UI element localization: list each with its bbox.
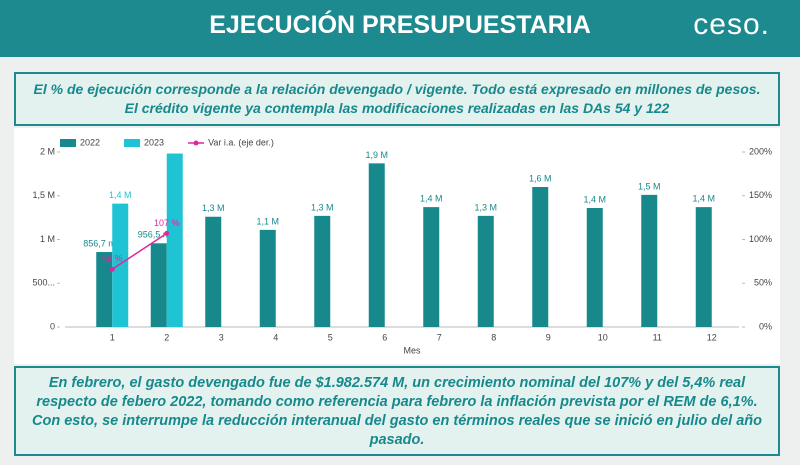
data-label: 66 % [102,254,123,264]
legend-swatch [193,140,199,146]
data-label: 1,4 M [420,194,443,204]
bar [96,252,113,327]
x-tick-label: 7 [437,332,442,342]
x-tick-label: 8 [491,332,496,342]
x-tick-label: 3 [219,332,224,342]
line [111,232,168,270]
bar [205,216,222,327]
bar [532,187,549,327]
x-tick-label: 6 [382,332,387,342]
y-tick-label: 0 [50,321,55,331]
bar [112,203,129,327]
logo: ceso. [693,8,770,41]
top-note: El % de ejecución corresponde a la relac… [14,72,780,126]
legend-label: 2023 [144,137,164,147]
header: EJECUCIÓN PRESUPUESTARIA ceso. [0,0,800,57]
y2-tick-label: 150% [749,190,772,200]
x-tick-label: 5 [328,332,333,342]
note-line: El % de ejecución corresponde a la relac… [33,81,761,97]
data-label: 1,4 M [583,194,606,204]
note-line: El crédito vigente ya contempla las modi… [124,100,670,116]
legend-label: Var i.a. (eje der.) [208,137,274,147]
y2-tick-label: 100% [749,234,772,244]
x-tick-label: 10 [598,332,608,342]
legend-swatch [124,139,141,147]
data-label: 856,7 mi... [83,238,125,248]
bar [641,194,658,327]
bar [150,243,167,327]
bar [423,207,440,327]
data-label: 107 % [154,218,180,228]
y2-tick-label: 50% [754,278,772,288]
data-label: 1,5 M [638,181,661,191]
line-point [109,266,115,272]
y2-tick-label: 0% [759,321,772,331]
y2-tick-label: 200% [749,146,772,156]
bar [586,208,603,327]
bar [259,229,276,327]
bar [166,153,183,327]
plot-background [14,128,780,364]
bar [477,215,494,327]
data-label: 956,5 mi... [138,230,180,240]
data-label: 1,4 M [109,190,132,200]
x-tick-label: 2 [164,332,169,342]
line-point [164,230,170,236]
bar [314,215,331,327]
x-tick-label: 12 [707,332,717,342]
x-tick-label: 4 [273,332,278,342]
legend-swatch [60,139,76,147]
page-title: EJECUCIÓN PRESUPUESTARIA [209,11,591,39]
x-tick-label: 1 [110,332,115,342]
data-label: 1,1 M [256,216,279,226]
data-label: 1,6 M [529,173,552,183]
x-tick-label: 9 [546,332,551,342]
y-tick-label: 500... [32,278,55,288]
y-tick-label: 2 M [40,146,55,156]
data-label: 1,4 M [692,194,715,204]
bottom-note: En febrero, el gasto devengado fue de $1… [14,366,780,456]
y-tick-label: 1,5 M [32,190,55,200]
legend-label: 2022 [80,137,100,147]
y-tick-label: 1 M [40,234,55,244]
x-tick-label: 11 [653,332,662,342]
data-label: 1,3 M [474,202,497,212]
data-label: 1,3 M [202,203,225,213]
bar [368,163,385,327]
bar [695,207,712,327]
data-label: 1,9 M [365,150,388,160]
data-label: 1,3 M [311,202,334,212]
x-axis-label: Mes [403,345,421,355]
